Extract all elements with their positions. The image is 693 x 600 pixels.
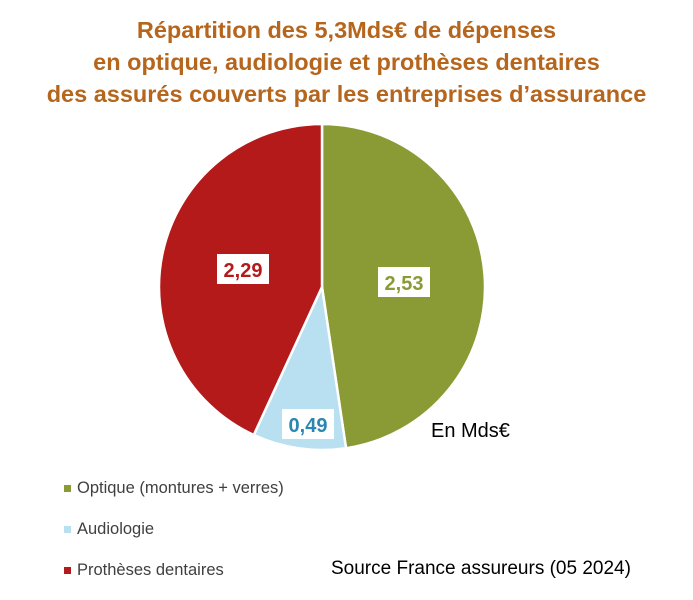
data-label-box <box>217 254 269 284</box>
unit-label: En Mds€ <box>431 420 510 442</box>
legend-swatch <box>64 485 71 492</box>
legend-item-2: Audiologie <box>64 509 284 550</box>
legend-label: Audiologie <box>77 520 155 538</box>
title-line-2: en optique, audiologie et prothèses dent… <box>93 49 600 75</box>
data-label-1: 2,53 <box>378 267 430 297</box>
legend-item-3: Prothèses dentaires <box>64 550 284 591</box>
title-line-1: Répartition des 5,3Mds€ de dépenses <box>136 17 557 43</box>
legend-swatch <box>64 567 71 574</box>
chart-title: Répartition des 5,3Mds€ de dépenses en o… <box>0 14 693 110</box>
title-line-3: des assurés couverts par les entreprises… <box>46 81 647 107</box>
data-label-2: 0,49 <box>282 409 334 439</box>
legend-item-1: Optique (montures + verres) <box>64 468 284 509</box>
data-label-box <box>282 409 334 439</box>
legend-swatch <box>64 526 71 533</box>
legend-label: Prothèses dentaires <box>77 561 224 579</box>
legend: Optique (montures + verres) Audiologie Pro… <box>64 468 284 591</box>
data-label-box <box>378 267 430 297</box>
data-label-text: 0,49 <box>289 415 328 437</box>
data-label-text: 2,53 <box>385 273 424 295</box>
source-note: Source France assureurs (05 2024) <box>331 558 631 579</box>
data-label-3: 2,29 <box>217 254 269 284</box>
data-label-text: 2,29 <box>224 260 263 282</box>
legend-label: Optique (montures + verres) <box>77 479 284 497</box>
